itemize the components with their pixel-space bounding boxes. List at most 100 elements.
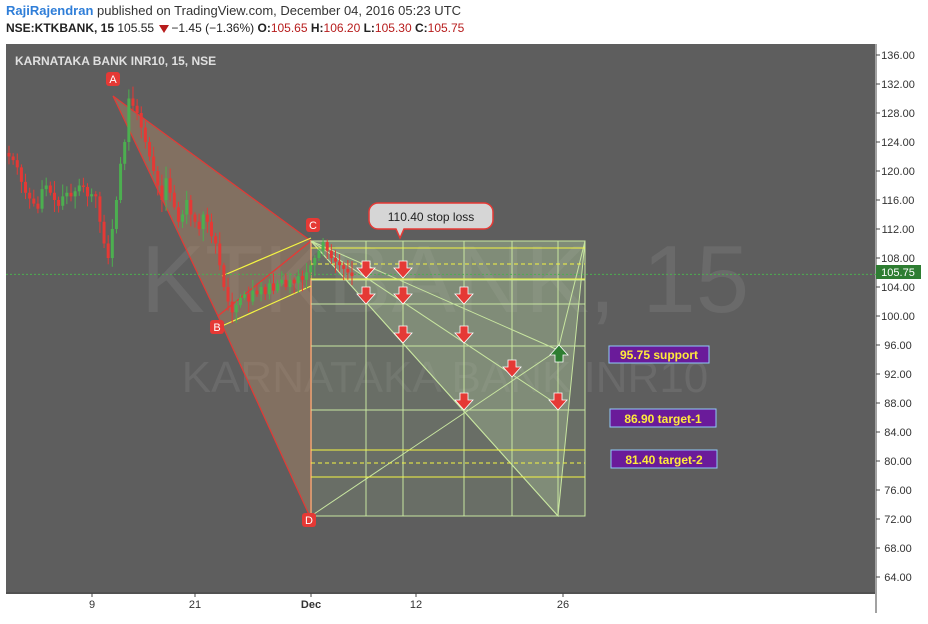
candle-body[interactable] (333, 258, 337, 262)
candle-body[interactable] (238, 297, 242, 306)
candle-body[interactable] (110, 229, 114, 258)
candle-body[interactable] (197, 221, 201, 229)
candle-body[interactable] (57, 200, 61, 206)
candle-body[interactable] (193, 214, 197, 222)
candle-body[interactable] (226, 287, 230, 302)
candle-body[interactable] (156, 171, 160, 186)
candle-body[interactable] (214, 236, 218, 244)
candle-body[interactable] (152, 156, 156, 172)
candle-body[interactable] (189, 200, 193, 215)
candle-body[interactable] (247, 294, 251, 302)
candle-body[interactable] (32, 198, 36, 204)
candle-body[interactable] (284, 279, 288, 287)
candle-body[interactable] (263, 287, 267, 295)
candle-body[interactable] (234, 305, 238, 313)
candle-body[interactable] (48, 185, 52, 193)
candle-body[interactable] (342, 265, 346, 269)
candle-body[interactable] (325, 242, 329, 251)
candle-body[interactable] (127, 98, 131, 143)
candle-body[interactable] (7, 152, 11, 157)
candle-body[interactable] (218, 243, 222, 266)
candle-body[interactable] (243, 294, 247, 298)
candle-body[interactable] (90, 194, 94, 197)
candle-body[interactable] (139, 113, 143, 128)
candle-body[interactable] (86, 186, 90, 197)
candle-body[interactable] (292, 279, 296, 284)
candle-body[interactable] (267, 283, 271, 295)
candle-body[interactable] (98, 196, 102, 222)
candle-body[interactable] (106, 243, 110, 259)
candle-body[interactable] (309, 265, 313, 273)
candle-body[interactable] (296, 276, 300, 284)
price-axis[interactable] (876, 44, 921, 613)
candle-body[interactable] (143, 127, 147, 143)
candle-body[interactable] (271, 283, 275, 291)
candle-body[interactable] (123, 142, 127, 164)
candle-body[interactable] (255, 290, 259, 295)
time-axis[interactable] (6, 594, 875, 613)
author-link[interactable]: RajiRajendran (6, 3, 94, 18)
candle-body[interactable] (131, 98, 135, 106)
candle-body[interactable] (317, 250, 321, 258)
candle-body[interactable] (77, 185, 81, 192)
candle-body[interactable] (300, 276, 304, 280)
support-label-box[interactable]: 95.75 support (608, 345, 710, 364)
candle-body[interactable] (61, 196, 65, 206)
candle-body[interactable] (11, 156, 15, 161)
candle-body[interactable] (222, 265, 226, 287)
candle-body[interactable] (114, 200, 118, 229)
candle-body[interactable] (19, 167, 23, 182)
candle-body[interactable] (65, 192, 69, 197)
candle-body[interactable] (81, 185, 85, 187)
candle-body[interactable] (251, 290, 255, 302)
candle-body[interactable] (52, 192, 56, 200)
candle-body[interactable] (313, 258, 317, 266)
candle-body[interactable] (119, 163, 123, 200)
point-c-marker[interactable]: C (306, 218, 320, 232)
candle-body[interactable] (280, 279, 284, 284)
stop-loss-callout[interactable]: 110.40 stop loss (368, 202, 494, 240)
candle-body[interactable] (24, 181, 28, 193)
candle-body[interactable] (350, 272, 354, 277)
candle-body[interactable] (329, 250, 333, 258)
candle-body[interactable] (209, 221, 213, 237)
candle-body[interactable] (36, 203, 40, 209)
candle-body[interactable] (259, 287, 263, 295)
candle-body[interactable] (205, 214, 209, 222)
candle-body[interactable] (15, 160, 19, 168)
plot-area[interactable] (6, 44, 875, 613)
point-b-marker[interactable]: B (210, 320, 224, 334)
y-tick-label: 120.00 (881, 166, 915, 178)
candle-body[interactable] (288, 279, 292, 287)
candle-body[interactable] (160, 185, 164, 201)
candle-body[interactable] (94, 194, 98, 197)
candle-body[interactable] (276, 283, 280, 291)
candle-body[interactable] (135, 105, 139, 113)
point-a-marker[interactable]: A (106, 72, 120, 86)
candle-body[interactable] (176, 207, 180, 222)
candle-body[interactable] (28, 192, 32, 199)
candle-body[interactable] (346, 268, 350, 273)
candle-body[interactable] (40, 189, 44, 209)
last-price-tag: 105.75 (876, 265, 921, 279)
candle-body[interactable] (69, 192, 73, 197)
candle-body[interactable] (44, 185, 48, 190)
candle-body[interactable] (305, 272, 309, 280)
candle-body[interactable] (164, 178, 168, 200)
candle-body[interactable] (185, 200, 189, 215)
candle-body[interactable] (230, 301, 234, 313)
candle-body[interactable] (148, 142, 152, 157)
candle-body[interactable] (338, 261, 342, 266)
candle-body[interactable] (102, 221, 106, 244)
candles[interactable] (7, 86, 354, 324)
candle-body[interactable] (181, 214, 185, 222)
candle-body[interactable] (73, 191, 77, 197)
candle-body[interactable] (168, 178, 172, 193)
target1-label-box[interactable]: 86.90 target-1 (609, 408, 717, 428)
price-chart[interactable]: KTKBANK, 15 KARNATAKA BANK INR10 KARNATA… (0, 40, 928, 619)
point-d-marker[interactable]: D (302, 513, 316, 527)
candle-body[interactable] (172, 192, 176, 208)
candle-body[interactable] (321, 242, 325, 251)
candle-body[interactable] (201, 214, 205, 230)
target2-label-box[interactable]: 81.40 target-2 (610, 449, 718, 469)
